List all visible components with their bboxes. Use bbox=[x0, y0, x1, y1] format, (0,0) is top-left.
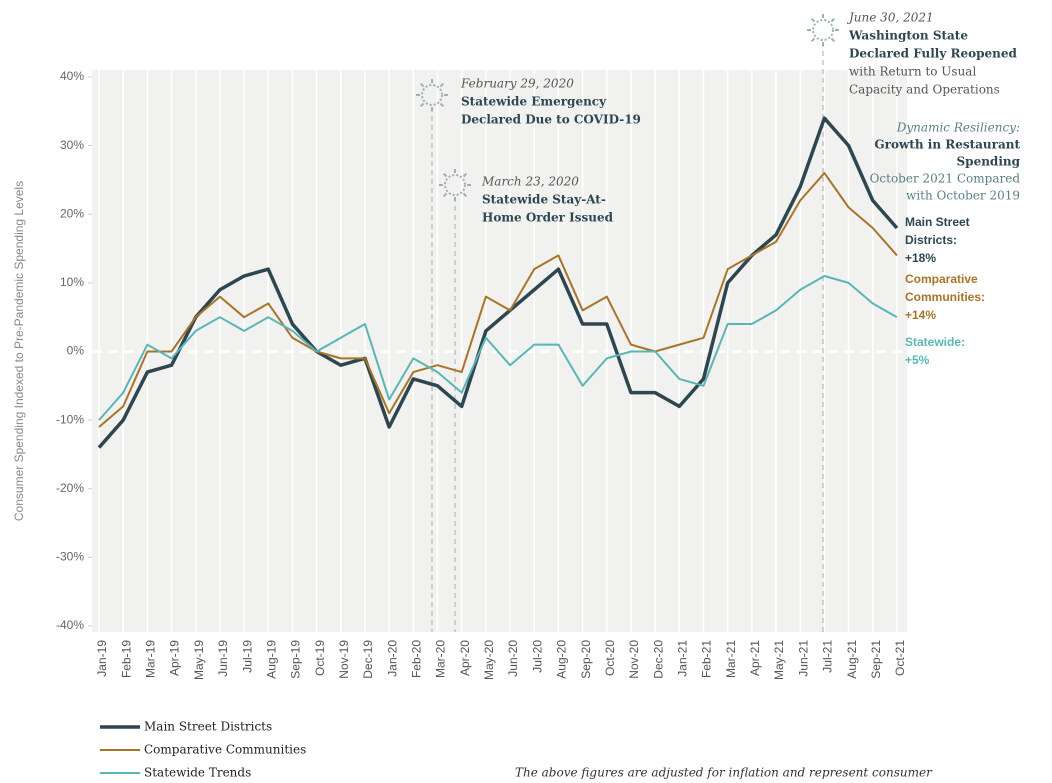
y-tick-label: 40% bbox=[60, 69, 84, 83]
y-tick-label: -20% bbox=[56, 481, 84, 495]
x-tick-label: May-20 bbox=[482, 640, 496, 680]
series-line bbox=[98, 275, 898, 421]
annotation-title: Washington State bbox=[848, 29, 968, 43]
x-tick-label: Jun-21 bbox=[796, 640, 810, 677]
note-text: with October 2019 bbox=[906, 189, 1020, 203]
series-line bbox=[97, 116, 899, 449]
x-tick-label: Mar-21 bbox=[724, 640, 738, 678]
y-tick-label: 30% bbox=[60, 138, 84, 152]
annotation-title: Home Order Issued bbox=[482, 211, 614, 225]
virus-spike bbox=[439, 102, 445, 108]
y-tick-label: -10% bbox=[56, 412, 84, 426]
legend-label: Statewide Trends bbox=[144, 766, 251, 780]
end-label: +18% bbox=[905, 251, 936, 265]
x-tick-label: Aug-21 bbox=[845, 640, 859, 679]
x-tick-label: Oct-19 bbox=[313, 640, 327, 676]
annotation-title: Statewide Stay-At- bbox=[482, 193, 606, 207]
virus-spike bbox=[462, 192, 468, 198]
end-label: Main Street bbox=[905, 215, 970, 229]
x-tick-label: May-21 bbox=[772, 640, 786, 680]
footnote: The above figures are adjusted for infla… bbox=[515, 766, 933, 780]
annotation-text: with Return to Usual bbox=[849, 65, 976, 79]
end-label: Comparative bbox=[905, 272, 978, 286]
virus-icon bbox=[812, 19, 834, 41]
virus-spike bbox=[830, 37, 836, 43]
x-tick-label: Feb-19 bbox=[119, 640, 133, 678]
annotation-text: Capacity and Operations bbox=[849, 83, 1000, 97]
annotation-title: Declared Fully Reopened bbox=[849, 47, 1018, 61]
virus-spike bbox=[419, 102, 425, 108]
x-tick-label: Jan-19 bbox=[95, 640, 109, 677]
x-tick-label: Jul-19 bbox=[240, 640, 254, 673]
annotation-title: Declared Due to COVID-19 bbox=[461, 113, 641, 127]
virus-spike bbox=[810, 37, 816, 43]
virus-spike bbox=[462, 172, 468, 178]
virus-icon bbox=[444, 174, 466, 196]
y-tick-label: -30% bbox=[56, 550, 84, 564]
end-label: Statewide: bbox=[905, 335, 965, 349]
series-line bbox=[98, 172, 898, 428]
virus-spike bbox=[439, 82, 445, 88]
x-tick-label: Sep-21 bbox=[869, 640, 883, 679]
x-tick-label: Oct-21 bbox=[893, 640, 907, 676]
x-tick-label: Aug-20 bbox=[555, 640, 569, 679]
virus-spike bbox=[810, 17, 816, 23]
note-heading: Dynamic Resiliency: bbox=[896, 121, 1020, 135]
note-title: Spending bbox=[957, 155, 1021, 169]
end-label: Communities: bbox=[905, 290, 985, 304]
y-tick-label: -40% bbox=[56, 618, 84, 632]
x-tick-label: Oct-20 bbox=[603, 640, 617, 676]
y-tick-label: 20% bbox=[60, 206, 84, 220]
y-axis-label: Consumer Spending Indexed to Pre-Pandemi… bbox=[12, 181, 26, 521]
legend-label: Comparative Communities bbox=[144, 743, 306, 757]
x-tick-label: Jul-21 bbox=[821, 640, 835, 673]
x-tick-label: Jan-21 bbox=[675, 640, 689, 677]
x-tick-label: Jul-20 bbox=[530, 640, 544, 673]
x-tick-label: Mar-19 bbox=[144, 640, 158, 678]
x-tick-label: Apr-20 bbox=[458, 640, 472, 676]
end-label: Districts: bbox=[905, 233, 957, 247]
x-tick-label: May-19 bbox=[192, 640, 206, 680]
legend-label: Main Street Districts bbox=[144, 720, 272, 734]
x-tick-label: Nov-20 bbox=[627, 640, 641, 679]
virus-icon bbox=[421, 84, 443, 106]
x-tick-label: Apr-21 bbox=[748, 640, 762, 676]
x-tick-label: Dec-20 bbox=[651, 640, 665, 679]
annotation-date: June 30, 2021 bbox=[846, 11, 934, 25]
note-text: October 2021 Compared bbox=[870, 172, 1021, 186]
x-tick-label: Dec-19 bbox=[361, 640, 375, 679]
x-tick-label: Jun-20 bbox=[506, 640, 520, 677]
x-tick-label: Sep-19 bbox=[289, 640, 303, 679]
x-tick-label: Feb-21 bbox=[700, 640, 714, 678]
y-tick-label: 0% bbox=[67, 344, 85, 358]
annotation-date: February 29, 2020 bbox=[460, 77, 574, 91]
annotation-date: March 23, 2020 bbox=[481, 175, 579, 189]
y-tick-label: 10% bbox=[60, 275, 84, 289]
x-tick-label: Aug-19 bbox=[264, 640, 278, 679]
x-tick-label: Apr-19 bbox=[168, 640, 182, 676]
note-title: Growth in Restaurant bbox=[874, 138, 1020, 152]
end-label: +14% bbox=[905, 308, 936, 322]
annotation-title: Statewide Emergency bbox=[461, 95, 607, 109]
end-label: +5% bbox=[905, 353, 930, 367]
x-tick-label: Mar-20 bbox=[434, 640, 448, 678]
virus-spike bbox=[830, 17, 836, 23]
x-tick-label: Sep-20 bbox=[579, 640, 593, 679]
x-tick-label: Jun-19 bbox=[216, 640, 230, 677]
x-tick-label: Jan-20 bbox=[385, 640, 399, 677]
x-tick-label: Nov-19 bbox=[337, 640, 351, 679]
virus-spike bbox=[442, 172, 448, 178]
virus-spike bbox=[442, 192, 448, 198]
x-tick-label: Feb-20 bbox=[410, 640, 424, 678]
virus-spike bbox=[419, 82, 425, 88]
